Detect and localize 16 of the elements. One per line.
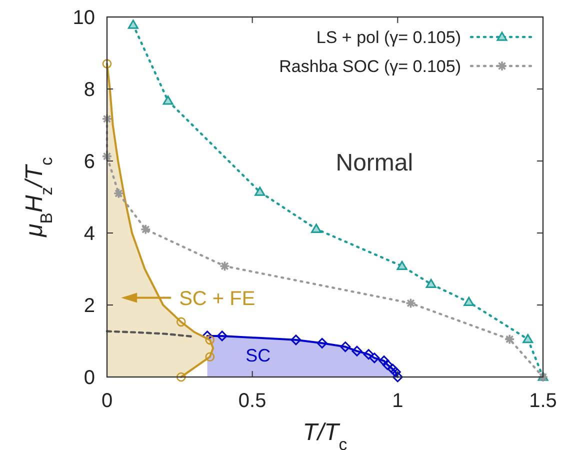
y-tick-label: 10 bbox=[72, 7, 95, 29]
annotation: Normal bbox=[336, 149, 414, 176]
y-tick-label: 4 bbox=[84, 223, 95, 245]
legend-label: Rashba SOC (γ= 0.105) bbox=[279, 56, 461, 76]
x-tick-label: 1 bbox=[392, 390, 404, 412]
legend-label: LS + pol (γ= 0.105) bbox=[316, 28, 461, 47]
y-tick-label: 8 bbox=[84, 79, 95, 101]
x-tick-label: 0.5 bbox=[238, 390, 266, 412]
y-tick-label: 6 bbox=[84, 151, 95, 173]
x-axis-title: T/T$_{c}$ bbox=[302, 419, 348, 450]
annotation: SC + FE bbox=[179, 288, 256, 310]
x-tick-label: 0 bbox=[101, 390, 113, 412]
y-tick-label: 2 bbox=[84, 295, 95, 317]
y-tick-label: 0 bbox=[84, 367, 95, 389]
x-tick-label: 1.5 bbox=[529, 390, 557, 412]
annotation: SC bbox=[246, 346, 271, 366]
